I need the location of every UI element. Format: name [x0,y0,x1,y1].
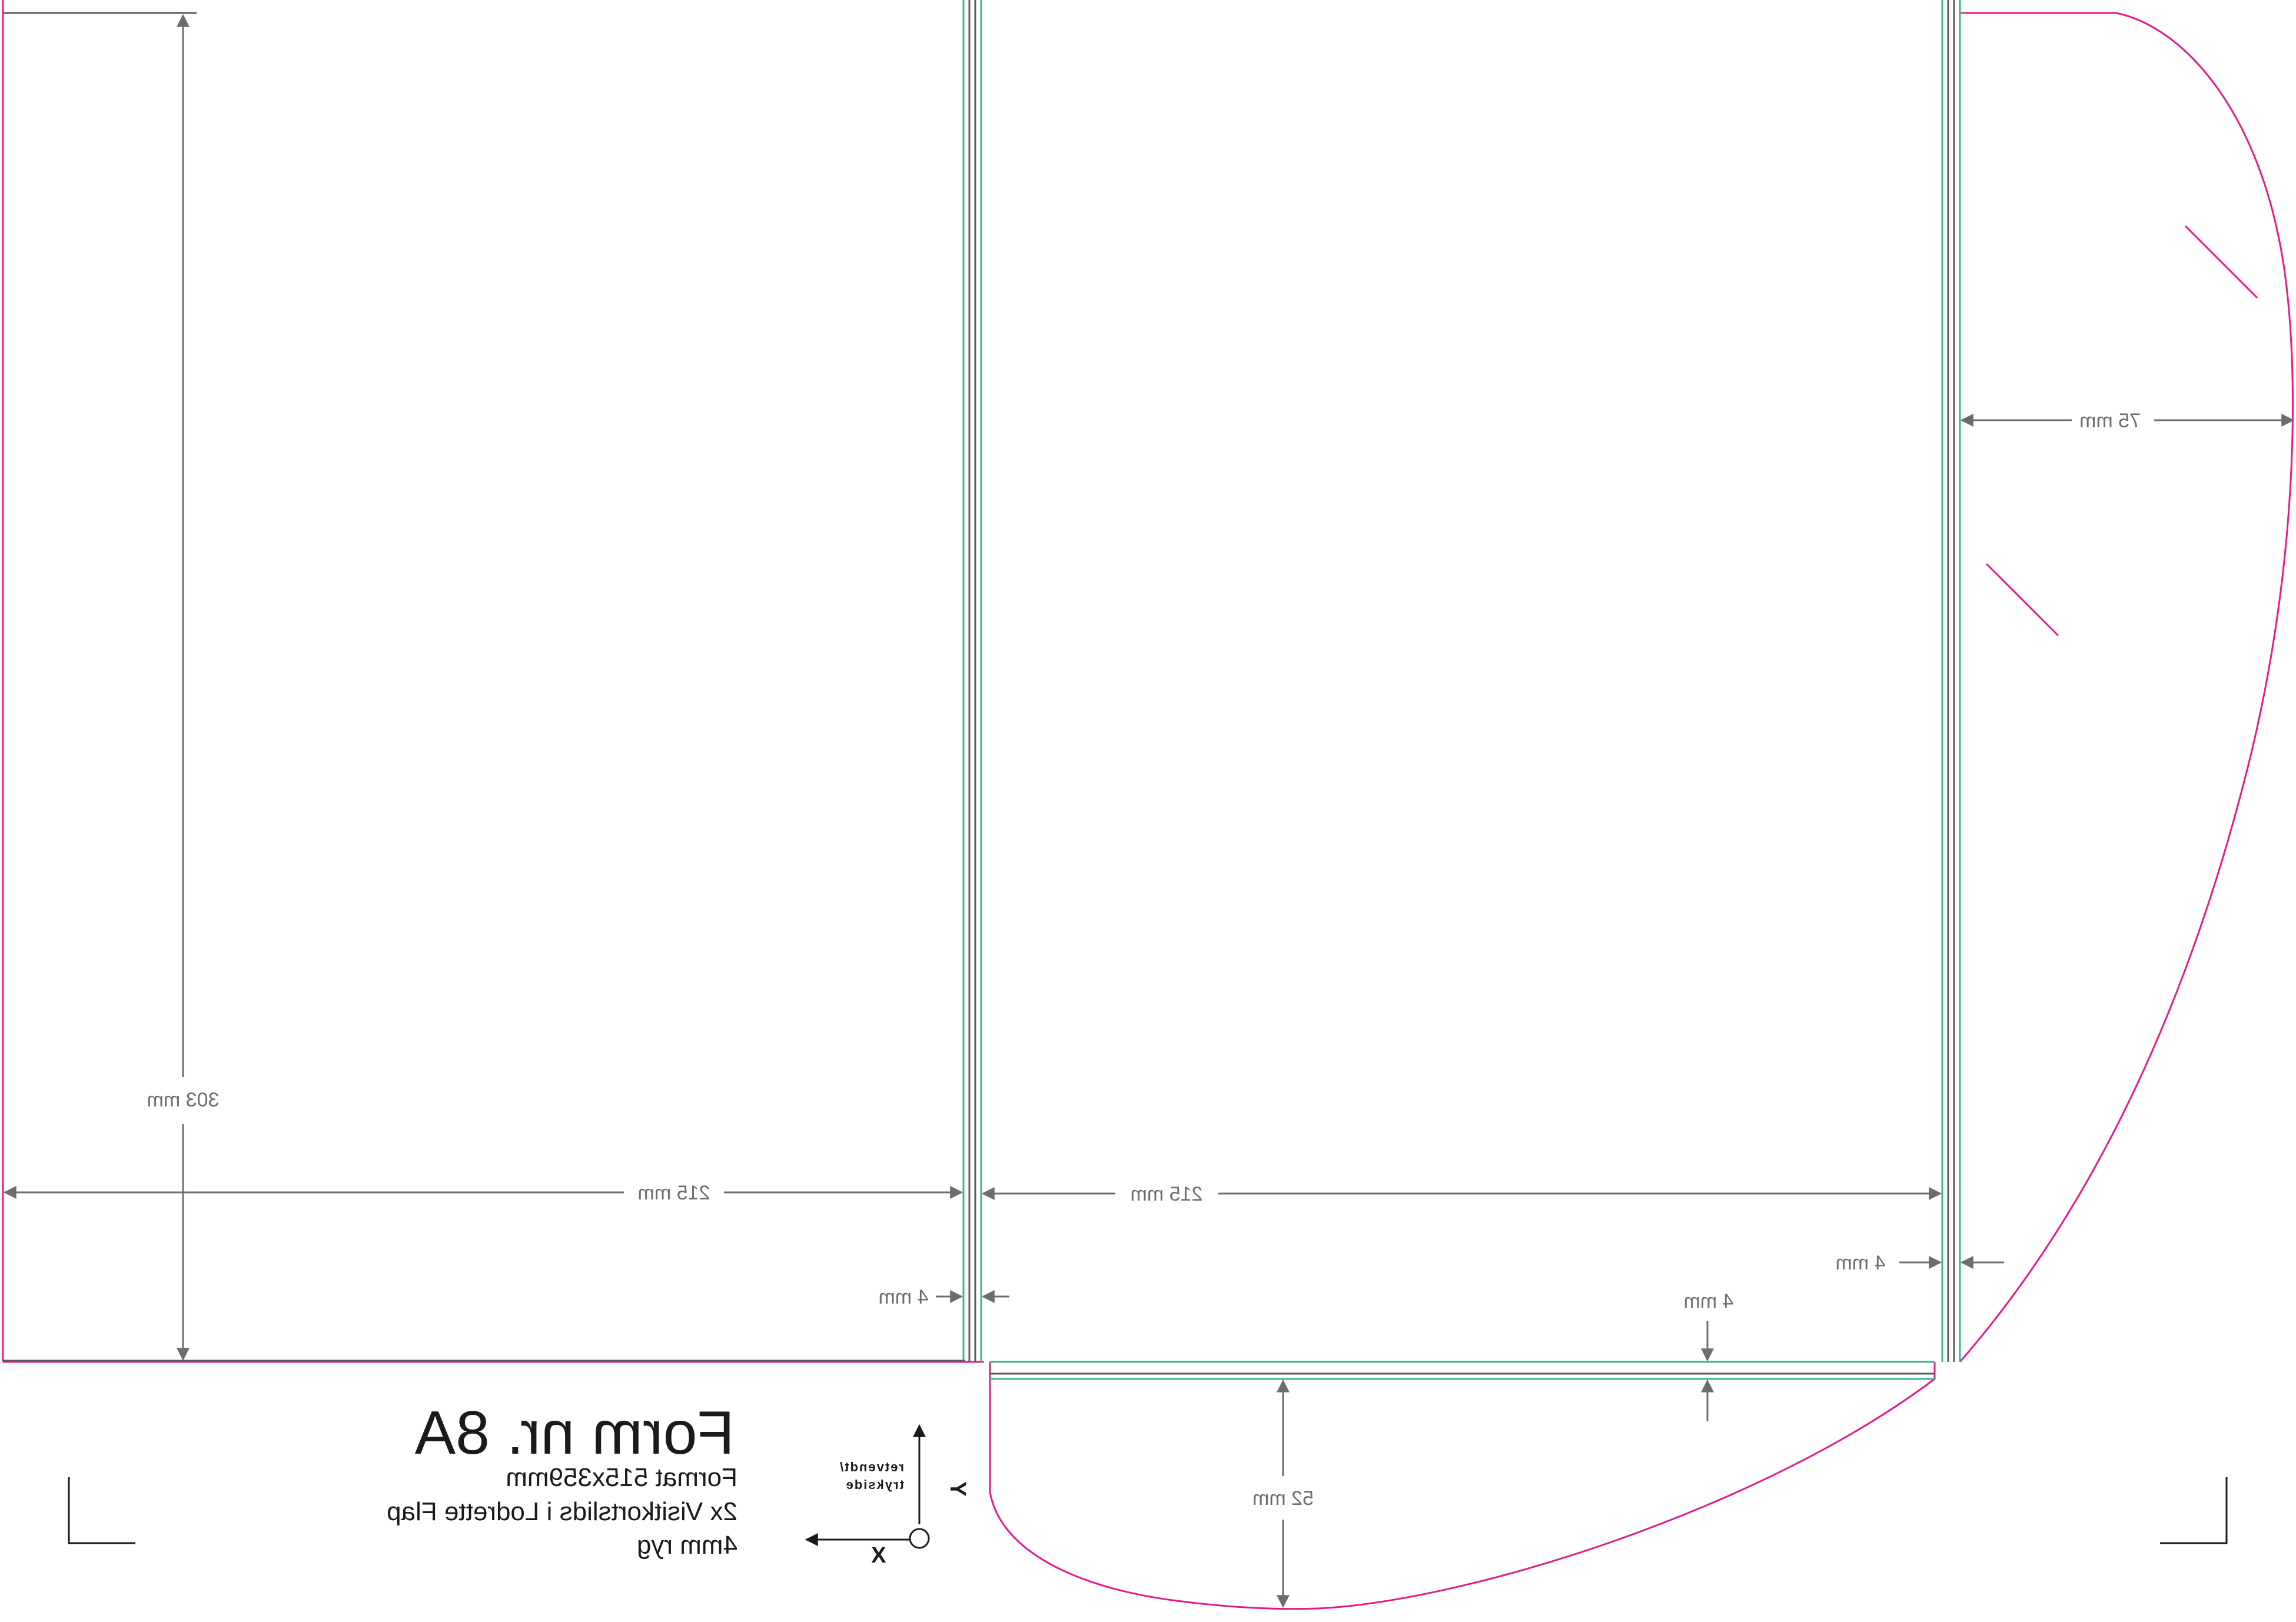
cut-right-flap [1959,12,2294,1362]
crop-mark-right [2160,1477,2228,1544]
print-side-note-1: retvendt/ [839,1460,904,1474]
cut-bottom-flap [989,1362,1936,1610]
print-side-note-2: trykside [845,1477,904,1492]
label-spine-left: 4 mm [879,1286,929,1308]
card-slit-lower [1985,563,2059,637]
label-spine-right: 4 mm [1836,1252,1886,1274]
label-height-left: 303 mm [147,1089,220,1111]
label-bottom-gap: 4 mm [1684,1290,1734,1312]
slits-line: 2x Visitkortslids i Lodrette Flap [387,1497,737,1526]
bleed-lines [962,0,1961,1380]
crop-marks [68,1477,2228,1544]
label-width-left: 215 mm [638,1182,710,1204]
dimension-labels: 303 mm 215 mm 215 mm 4 mm 4 mm 4 mm 75 m… [147,410,2141,1510]
title-block: Form nr. 8A Format 515x359mm 2x Visitkor… [387,1399,737,1560]
axis-origin [909,1528,930,1549]
axis-y-label: Y [945,1481,970,1496]
fold-lines [3,0,1955,1375]
axis-indicator: Y X retvendt/ trykside [805,1424,970,1568]
label-flap-bottom: 52 mm [1252,1487,1314,1510]
crop-mark-left [68,1477,135,1544]
card-slit-upper [2184,225,2258,299]
form-title: Form nr. 8A [414,1399,735,1467]
label-flap-side: 75 mm [2079,410,2141,432]
axis-x-label: X [871,1543,886,1568]
label-width-right: 215 mm [1131,1183,1203,1205]
dimension-lines [3,14,2295,1608]
format-line: Format 515x359mm [506,1463,737,1492]
spine-line: 4mm ryg [637,1531,737,1560]
